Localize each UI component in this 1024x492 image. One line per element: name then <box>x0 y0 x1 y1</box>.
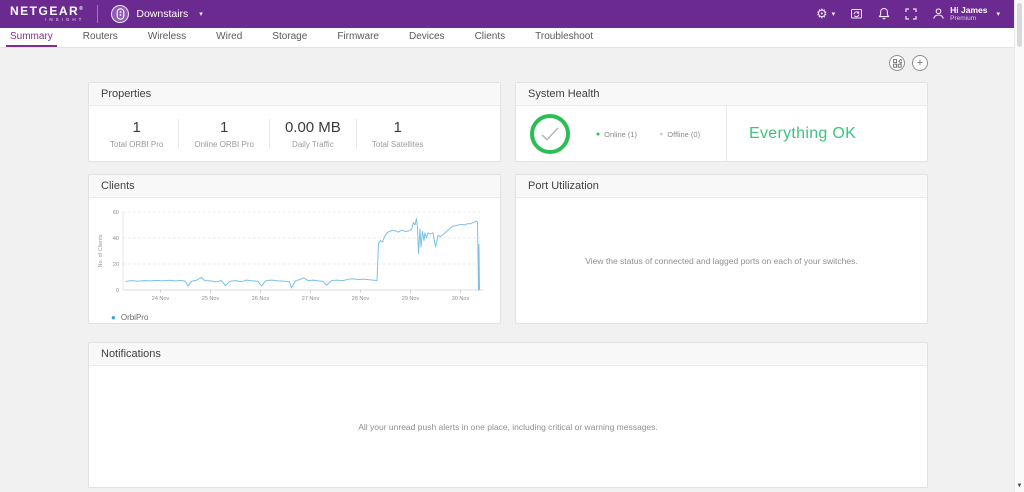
bell-icon <box>878 8 890 20</box>
tab-troubleshoot[interactable]: Troubleshoot <box>535 31 594 42</box>
online-dot-icon: ● <box>595 130 601 138</box>
svg-text:30 Nov: 30 Nov <box>452 296 470 302</box>
location-label: Downstairs <box>136 8 189 20</box>
notifications-card: Notifications All your unread push alert… <box>88 342 928 488</box>
tab-devices[interactable]: Devices <box>408 31 445 42</box>
tab-bar: Summary Routers Wireless Wired Storage Firmwa… <box>0 28 1014 48</box>
scrollbar-thumb[interactable] <box>1017 3 1022 47</box>
properties-card: Properties 1 Total ORBI Pro 1 Online ORBI P… <box>88 82 501 162</box>
netgear-logo: NETGEAR® INSIGHT <box>10 5 84 23</box>
chevron-down-icon: ▾ <box>996 10 1000 18</box>
notifications-card-title: Notifications <box>89 343 927 366</box>
chevron-down-icon: ▾ <box>199 11 203 18</box>
brand-sub: INSIGHT <box>45 17 85 23</box>
stat-total-orbi-pro: 1 Total ORBI Pro <box>95 119 180 149</box>
clients-card: Clients 0 20 40 60 24 Nov 25 Nov 26 Nov 27 Nov 2… <box>88 174 501 324</box>
stat-label: Online ORBI Pro <box>194 140 254 149</box>
svg-text:25 Nov: 25 Nov <box>202 296 220 302</box>
svg-text:27 Nov: 27 Nov <box>302 296 320 302</box>
widgets-icon <box>892 58 902 68</box>
plus-icon: + <box>916 56 924 69</box>
fullscreen-icon <box>905 8 917 20</box>
user-icon <box>933 8 944 20</box>
svg-text:40: 40 <box>113 236 119 242</box>
port-utilization-card-title: Port Utilization <box>516 175 927 198</box>
brand-name: NETGEAR® <box>10 4 85 19</box>
svg-text:29 Nov: 29 Nov <box>402 296 420 302</box>
tab-clients[interactable]: Clients <box>474 31 506 42</box>
system-health-card: System Health ● Online (1) ● Offline (0) <box>515 82 928 162</box>
tab-wired[interactable]: Wired <box>216 31 243 42</box>
svg-text:No. of Clients: No. of Clients <box>98 234 104 267</box>
stat-daily-traffic: 0.00 MB Daily Traffic <box>270 119 357 149</box>
tab-wireless[interactable]: Wireless <box>147 31 187 42</box>
stat-label: Daily Traffic <box>292 140 334 149</box>
notifications-message: All your unread push alerts in one place… <box>358 421 658 432</box>
svg-text:28 Nov: 28 Nov <box>352 296 370 302</box>
fullscreen-button[interactable] <box>905 8 917 20</box>
gear-icon: ⚙ <box>815 6 828 22</box>
stat-value: 1 <box>132 119 141 136</box>
settings-button[interactable]: ⚙ ▾ <box>816 7 835 20</box>
offline-label: Offline (0) <box>667 129 701 139</box>
properties-stats: 1 Total ORBI Pro 1 Online ORBI Pro 0.00 MB Da… <box>89 106 500 162</box>
clients-chart-legend[interactable]: ● OrbiPro <box>93 313 500 322</box>
online-legend-item: ● Online (1) <box>596 130 637 139</box>
stat-total-satellites: 1 Total Satellites <box>357 119 439 149</box>
user-tier: Premium <box>950 15 977 23</box>
account-menu[interactable]: Hi James Premium ▾ <box>932 4 1000 23</box>
stat-label: Total Satellites <box>371 140 424 149</box>
header-divider <box>97 5 99 23</box>
tab-summary[interactable]: Summary <box>6 28 57 47</box>
page-scrollbar[interactable]: ▼ <box>1014 0 1024 492</box>
location-selector[interactable]: Downstairs ▾ <box>111 5 203 23</box>
top-bar: NETGEAR® INSIGHT Downstairs ▾ ⚙ ▾ Hi Jam… <box>0 0 1014 28</box>
health-check-icon <box>530 114 570 154</box>
port-utilization-message: View the status of connected and lagged … <box>585 255 858 266</box>
svg-text:20: 20 <box>113 262 119 268</box>
svg-text:0: 0 <box>116 288 119 294</box>
svg-text:60: 60 <box>113 210 119 216</box>
properties-card-title: Properties <box>89 83 500 106</box>
tab-firmware[interactable]: Firmware <box>337 31 379 42</box>
stat-value: 1 <box>393 119 402 136</box>
add-widget-button[interactable]: + <box>912 55 928 71</box>
customize-widgets-button[interactable] <box>889 55 905 71</box>
svg-text:26 Nov: 26 Nov <box>252 296 270 302</box>
scrollbar-down-arrow[interactable]: ▼ <box>1016 483 1023 489</box>
health-divider <box>726 106 727 162</box>
stat-label: Total ORBI Pro <box>110 140 164 149</box>
updates-button[interactable] <box>850 7 863 20</box>
updates-icon <box>851 9 863 19</box>
widget-toolbar: + <box>88 55 928 71</box>
system-health-card-title: System Health <box>516 83 927 106</box>
stat-online-orbi-pro: 1 Online ORBI Pro <box>179 119 270 149</box>
stat-value: 0.00 MB <box>284 119 341 136</box>
series-dot-icon: ● <box>111 312 116 322</box>
chevron-down-icon: ▾ <box>831 10 836 18</box>
health-status-text: Everything OK <box>749 125 857 142</box>
notifications-button[interactable] <box>878 7 890 20</box>
clients-card-title: Clients <box>89 175 500 198</box>
clients-chart: 0 20 40 60 24 Nov 25 Nov 26 Nov 27 Nov 28 Nov 29 … <box>98 210 483 302</box>
offline-dot-icon: ● <box>659 130 664 138</box>
offline-legend-item: ● Offline (0) <box>659 130 700 139</box>
tab-storage[interactable]: Storage <box>272 31 308 42</box>
tab-routers[interactable]: Routers <box>82 31 118 42</box>
stat-value: 1 <box>219 119 229 136</box>
user-greeting: Hi James <box>950 4 988 15</box>
svg-text:24 Nov: 24 Nov <box>152 296 170 302</box>
online-label: Online (1) <box>604 129 638 139</box>
health-legend: ● Online (1) ● Offline (0) <box>570 130 726 139</box>
series-label: OrbiPro <box>120 313 149 322</box>
orbi-device-icon <box>111 5 130 23</box>
port-utilization-card: Port Utilization View the status of conn… <box>515 174 928 324</box>
